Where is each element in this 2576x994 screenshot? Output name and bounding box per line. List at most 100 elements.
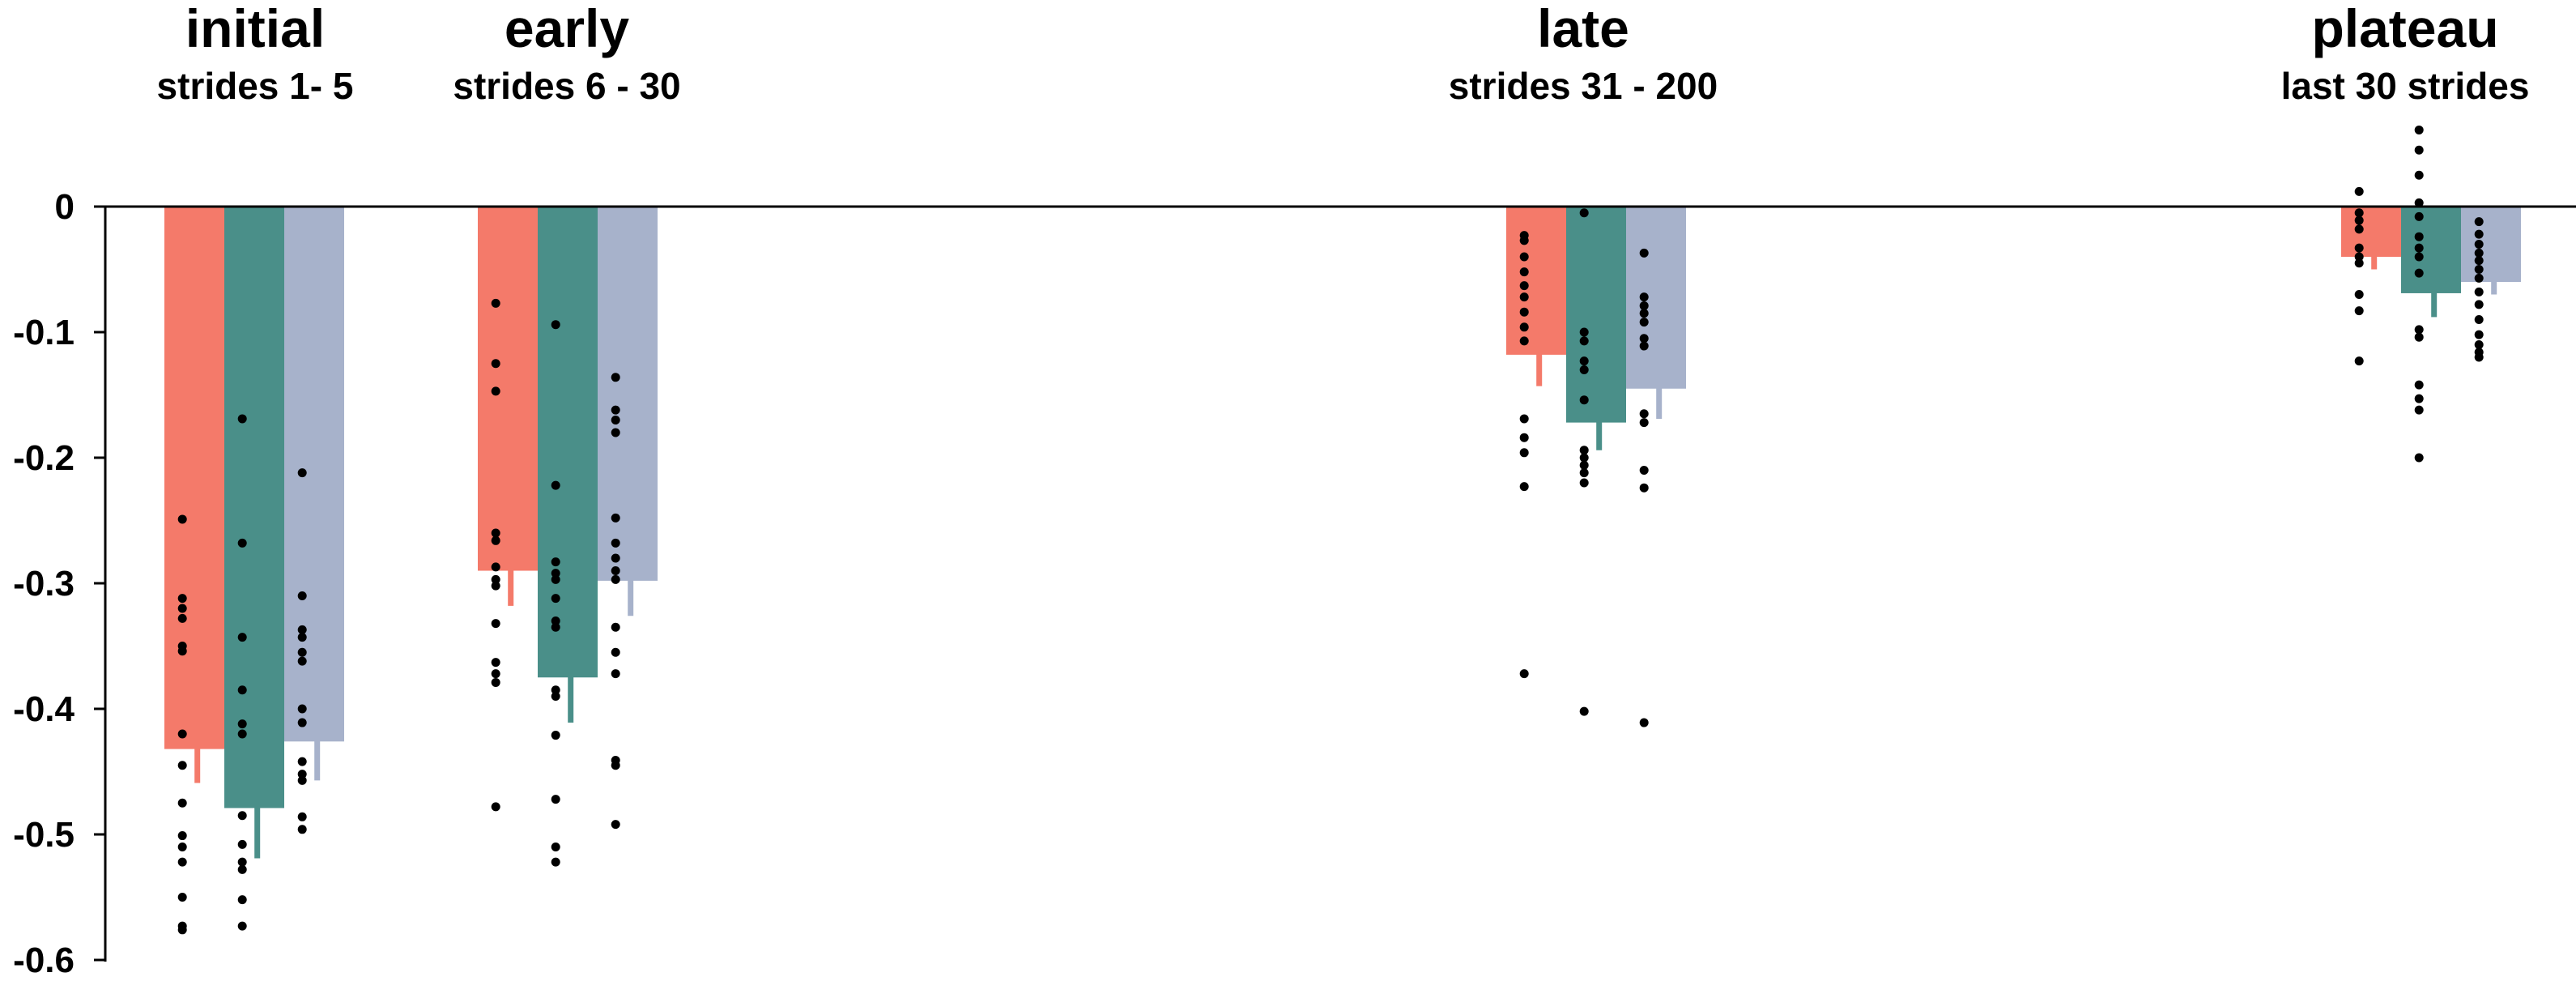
data-point xyxy=(611,538,620,548)
data-point xyxy=(297,656,307,666)
data-point xyxy=(2474,229,2484,239)
data-point xyxy=(177,893,187,902)
axes-layer xyxy=(94,205,107,962)
data-point xyxy=(1639,466,1649,475)
data-point xyxy=(2354,258,2364,268)
data-point xyxy=(237,719,247,729)
y-tick-label: 0 xyxy=(55,187,75,227)
data-point xyxy=(551,622,560,632)
bar xyxy=(1626,207,1686,389)
data-point xyxy=(491,359,500,369)
data-point xyxy=(1639,318,1649,327)
data-point xyxy=(237,729,247,739)
data-point xyxy=(2354,356,2364,366)
data-point xyxy=(177,761,187,770)
data-point xyxy=(177,831,187,841)
data-point xyxy=(1579,395,1589,405)
y-tick-label: -0.4 xyxy=(13,689,75,729)
data-point xyxy=(611,669,620,679)
data-point xyxy=(1579,460,1589,470)
data-point xyxy=(297,633,307,642)
data-point xyxy=(1519,252,1529,262)
data-point xyxy=(237,633,247,642)
data-point xyxy=(551,480,560,490)
data-point xyxy=(237,864,247,874)
data-point xyxy=(177,594,187,604)
data-point xyxy=(297,770,307,779)
data-point xyxy=(491,386,500,396)
data-point xyxy=(551,569,560,578)
data-point xyxy=(2474,273,2484,283)
data-point xyxy=(611,574,620,584)
data-point xyxy=(2414,268,2424,278)
data-point xyxy=(551,843,560,851)
data-point xyxy=(491,574,500,584)
bar xyxy=(1506,207,1566,355)
data-point xyxy=(1579,453,1589,463)
phase-title: early xyxy=(505,0,629,58)
phase-subtitle: strides 1- 5 xyxy=(157,65,354,107)
data-point xyxy=(1519,482,1529,492)
data-point xyxy=(491,562,500,572)
phase-title: initial xyxy=(185,0,325,58)
data-point xyxy=(177,925,187,935)
data-point xyxy=(2354,208,2364,218)
data-point xyxy=(551,574,560,584)
data-point xyxy=(1639,418,1649,428)
data-point xyxy=(1639,341,1649,351)
data-point xyxy=(297,825,307,834)
data-point xyxy=(1579,208,1589,218)
data-point xyxy=(2414,332,2424,342)
data-point xyxy=(1579,327,1589,337)
data-point xyxy=(2414,125,2424,134)
data-point xyxy=(2414,394,2424,403)
data-point xyxy=(611,647,620,657)
data-point xyxy=(491,528,500,538)
bar xyxy=(164,207,224,749)
data-point xyxy=(2414,325,2424,335)
data-point xyxy=(297,591,307,600)
data-point xyxy=(297,468,307,478)
phase-subtitle: strides 6 - 30 xyxy=(453,65,680,107)
data-point xyxy=(297,625,307,634)
data-point xyxy=(297,647,307,657)
data-point xyxy=(1519,322,1529,332)
data-point xyxy=(611,513,620,523)
data-point xyxy=(551,616,560,625)
bar xyxy=(224,207,284,808)
data-point xyxy=(1639,718,1649,727)
data-point xyxy=(491,658,500,668)
data-point xyxy=(237,685,247,695)
data-point xyxy=(1639,483,1649,493)
data-point xyxy=(491,619,500,629)
y-tick-label: -0.3 xyxy=(13,564,75,604)
data-point xyxy=(551,795,560,804)
phase-title: late xyxy=(1537,0,1629,58)
data-point xyxy=(2474,240,2484,249)
data-point xyxy=(2414,198,2424,207)
data-point xyxy=(2354,243,2364,253)
data-point xyxy=(551,731,560,740)
bars-layer xyxy=(164,207,2521,859)
data-point xyxy=(2474,256,2484,266)
bar xyxy=(284,207,344,742)
data-point xyxy=(611,566,620,575)
data-point xyxy=(491,677,500,687)
data-point xyxy=(2354,215,2364,225)
data-point xyxy=(2354,306,2364,316)
y-tick-label: -0.2 xyxy=(13,438,75,478)
data-point xyxy=(611,428,620,437)
data-point xyxy=(491,298,500,308)
data-point xyxy=(551,594,560,604)
data-point xyxy=(2474,352,2484,362)
data-point xyxy=(611,405,620,415)
data-point xyxy=(551,320,560,330)
data-point xyxy=(2474,340,2484,349)
data-point xyxy=(491,669,500,679)
labels-layer: 0 -0.1 -0.2 -0.3 -0.4 -0.5 -0.6 initial strides … xyxy=(13,0,2529,980)
data-point xyxy=(2474,287,2484,296)
data-point xyxy=(2414,170,2424,180)
data-point xyxy=(1639,334,1649,343)
data-point xyxy=(2354,252,2364,262)
phase-title: plateau xyxy=(2311,0,2498,58)
